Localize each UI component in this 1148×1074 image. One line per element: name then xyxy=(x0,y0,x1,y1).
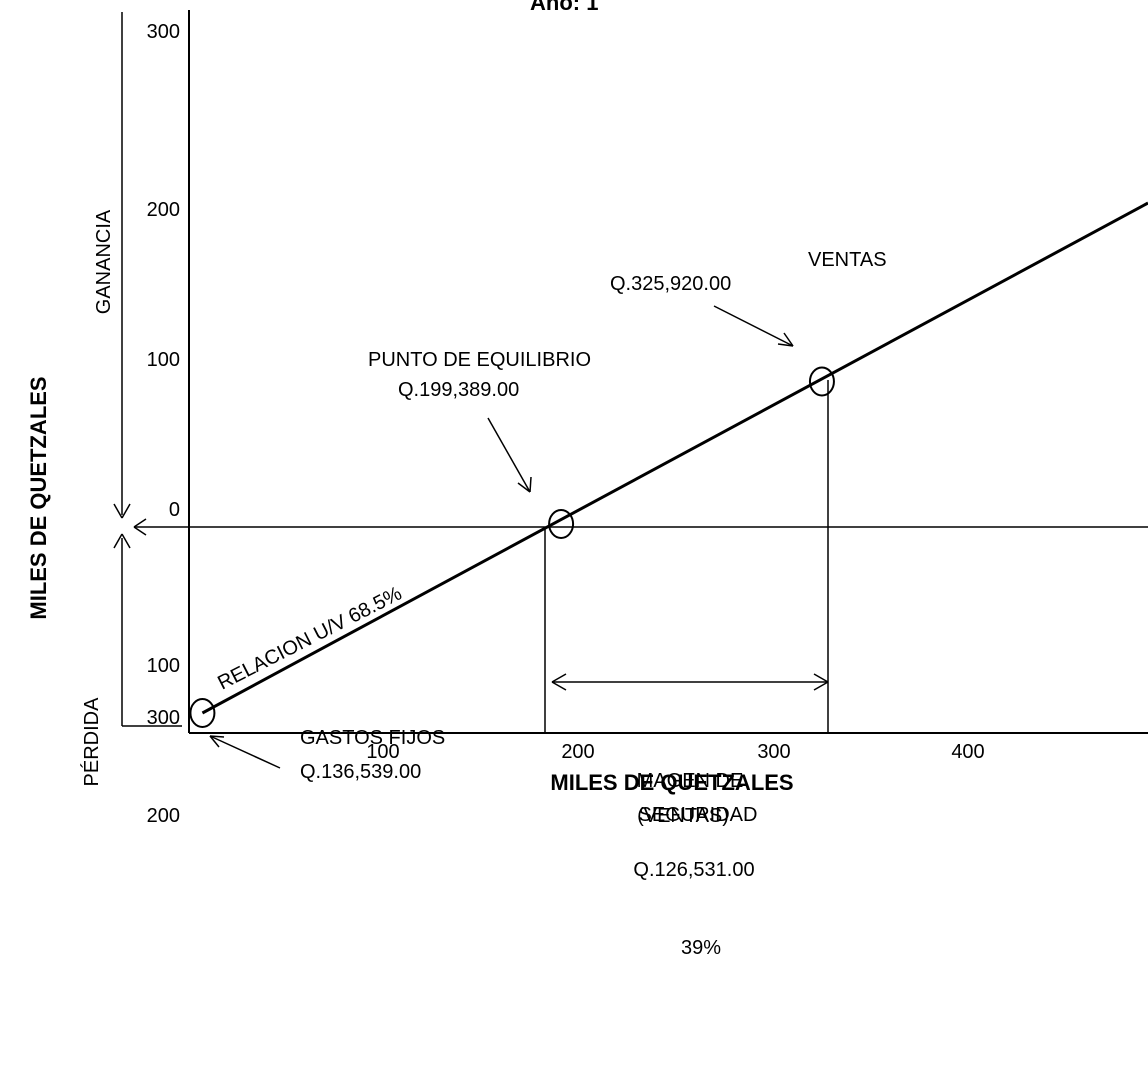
y-tick-label: 100 xyxy=(147,349,180,371)
y-axis-label: MILES DE QUETZALES xyxy=(26,376,51,619)
y-region-perdida: PÉRDIDA xyxy=(80,697,103,787)
margin-arrow-left-b xyxy=(551,681,567,691)
ventas-arrowhead-b xyxy=(783,332,794,347)
y-ticks: 300 200 100 0 100 200 300 xyxy=(147,21,180,827)
ventas-arrowhead-a xyxy=(777,343,794,347)
equilibrio-value: Q.199,389.00 xyxy=(398,379,519,401)
x-axis-label: MILES DE QUETZALES xyxy=(550,770,793,795)
zero-arrow-bottom xyxy=(133,526,147,536)
gastos-value: Q.136,539.00 xyxy=(300,761,421,783)
x-tick-label: 400 xyxy=(951,741,984,763)
margin-arrow-left-a xyxy=(551,673,567,683)
y-region-ganancia: GANANCIA xyxy=(93,209,115,314)
y-tick-label: 300 xyxy=(147,707,180,729)
key-point-marker xyxy=(548,509,575,539)
ventas-label: VENTAS xyxy=(808,249,887,271)
relacion-uv-line xyxy=(201,201,1148,715)
ventas-arrow xyxy=(713,305,794,347)
gastos-arrowhead-a xyxy=(209,735,225,738)
margen-label-1: MAGEN DE xyxy=(637,770,744,792)
key-point-marker xyxy=(808,366,835,397)
x-axis-sublabel: (VENTAS) xyxy=(637,805,729,827)
x-tick-label: 200 xyxy=(561,741,594,763)
perdida-arrow-left xyxy=(113,533,123,549)
gastos-arrowhead-b xyxy=(209,735,220,748)
equilibrio-arrowhead-b xyxy=(529,476,532,493)
y-tick-label: 100 xyxy=(147,655,180,677)
margin-arrow-right-a xyxy=(813,673,829,683)
ventas-value: Q.325,920.00 xyxy=(610,273,731,295)
ganancia-arrow-left xyxy=(113,503,123,519)
ganancia-arrow-right xyxy=(121,503,131,519)
key-point-markers xyxy=(189,366,835,728)
margin-arrow-right-b xyxy=(813,681,829,691)
y-tick-label: 0 xyxy=(169,499,180,521)
gastos-arrow xyxy=(209,735,281,769)
x-ticks: 100 200 300 400 xyxy=(366,741,984,763)
equilibrio-arrow xyxy=(487,417,531,493)
y-tick-label: 200 xyxy=(147,199,180,221)
x-tick-label: 300 xyxy=(757,741,790,763)
y-tick-label: 300 xyxy=(147,21,180,43)
margen-value: Q.126,531.00 xyxy=(633,859,754,881)
margen-label-2: SEGURIDAD xyxy=(639,804,758,826)
y-tick-label: 200 xyxy=(147,805,180,827)
key-point-marker xyxy=(189,698,216,728)
equilibrio-arrowhead-a xyxy=(517,482,531,493)
gastos-label: GASTOS FIJOS xyxy=(300,727,445,749)
x-tick-label: 100 xyxy=(366,741,399,763)
perdida-arrow-right xyxy=(121,533,131,549)
margen-pct: 39% xyxy=(681,937,721,959)
zero-arrow-top xyxy=(133,518,147,528)
relacion-label: RELACION U/V 68.5% xyxy=(214,582,405,694)
equilibrio-label: PUNTO DE EQUILIBRIO xyxy=(368,349,591,371)
chart-title: Año: 1 xyxy=(530,0,598,15)
